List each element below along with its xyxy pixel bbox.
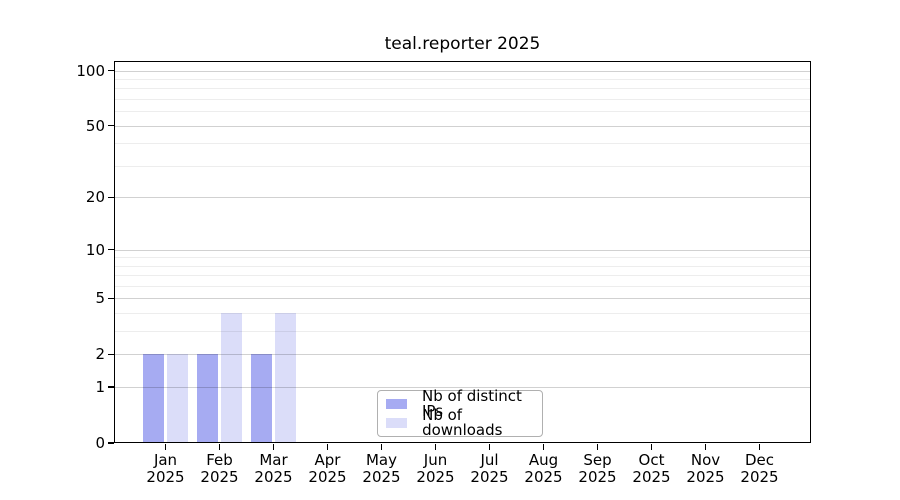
legend-label-downloads: Nb of downloads	[422, 406, 503, 439]
y-tick-5	[108, 297, 114, 299]
y-tick-50	[108, 125, 114, 127]
x-tick-oct	[650, 444, 653, 450]
gridline-minor-8	[114, 265, 811, 267]
y-tick-1	[108, 386, 114, 388]
legend: Nb of distinct IPs Nb of downloads	[377, 389, 543, 438]
gridline-major-2	[114, 354, 811, 356]
x-tick-label-nov: Nov 2025	[686, 451, 725, 486]
gridline-minor-90	[114, 79, 811, 80]
bar-downloads-feb	[221, 313, 242, 443]
x-tick-label-may: May 2025	[362, 451, 401, 486]
bar-downloads-mar	[275, 313, 296, 443]
x-tick-label-jul: Jul 2025	[470, 451, 509, 486]
gridline-major-20	[114, 197, 811, 199]
gridline-major-100	[114, 70, 811, 72]
y-tick-label-10: 10	[85, 240, 105, 259]
x-tick-label-mar: Mar 2025	[254, 451, 293, 486]
y-tick-10	[108, 248, 114, 251]
y-tick-label-1: 1	[95, 378, 105, 397]
x-tick-jan	[164, 444, 167, 450]
x-tick-label-jan: Jan 2025	[146, 451, 185, 486]
x-tick-sep	[596, 444, 599, 450]
x-tick-label-feb: Feb 2025	[200, 451, 239, 486]
y-tick-label-0: 0	[95, 434, 105, 452]
x-tick-dec	[758, 444, 761, 450]
gridline-minor-9	[114, 257, 811, 259]
x-tick-label-aug: Aug 2025	[524, 451, 563, 486]
x-tick-jul	[488, 444, 491, 450]
gridline-minor-70	[114, 99, 811, 101]
y-tick-label-100: 100	[76, 61, 105, 80]
bar-distinct-ips-mar	[251, 354, 272, 443]
bar-distinct-ips-jan	[143, 354, 164, 443]
bar-downloads-jan	[167, 354, 188, 443]
y-tick-2	[108, 353, 114, 355]
x-tick-label-dec: Dec 2025	[740, 451, 779, 486]
x-tick-label-sep: Sep 2025	[578, 451, 617, 486]
x-tick-apr	[326, 444, 329, 450]
x-tick-may	[380, 444, 383, 450]
gridline-minor-40	[114, 143, 811, 145]
x-tick-label-oct: Oct 2025	[632, 451, 671, 486]
gridline-minor-6	[114, 285, 811, 287]
y-tick-100	[108, 69, 114, 72]
y-tick-label-50: 50	[85, 116, 105, 135]
gridline-major-5	[114, 298, 811, 300]
y-tick-label-2: 2	[95, 345, 105, 364]
x-tick-jun	[434, 444, 437, 450]
legend-label-distinct-ips: Nb of distinct IPs	[422, 387, 522, 420]
x-tick-label-apr: Apr 2025	[308, 451, 347, 486]
x-tick-label-jun: Jun 2025	[416, 451, 455, 486]
gridline-major-50	[114, 125, 811, 127]
legend-item-distinct-ips: Nb of distinct IPs	[386, 389, 542, 419]
gridline-minor-80	[114, 88, 811, 90]
gridline-minor-60	[114, 111, 811, 113]
gridline-major-1	[114, 387, 811, 389]
gridline-minor-30	[114, 165, 811, 167]
y-tick-0	[108, 442, 114, 444]
gridline-major-10	[114, 249, 811, 251]
gridline-minor-3	[114, 331, 811, 333]
x-tick-nov	[704, 444, 707, 450]
legend-item-downloads: Nb of downloads	[386, 408, 542, 438]
bar-distinct-ips-feb	[197, 354, 218, 443]
x-tick-aug	[542, 444, 545, 450]
plot-border	[114, 61, 811, 443]
y-tick-label-20: 20	[85, 188, 105, 207]
gridline-minor-7	[114, 275, 811, 277]
y-tick-label-5: 5	[95, 289, 105, 308]
legend-swatch-downloads	[386, 418, 408, 428]
legend-swatch-distinct-ips	[386, 399, 407, 409]
y-tick-20	[108, 196, 114, 198]
x-tick-mar	[272, 444, 275, 450]
gridline-minor-4	[114, 313, 811, 315]
x-tick-feb	[218, 444, 221, 450]
chart-title: teal.reporter 2025	[384, 34, 541, 54]
